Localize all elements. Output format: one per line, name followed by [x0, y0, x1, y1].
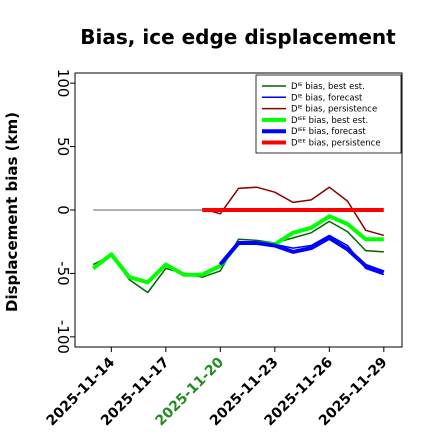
y-tick-label: 100	[54, 69, 72, 98]
y-tick-label: 50	[54, 137, 72, 156]
legend-label-6: Dᴵᴱᴱ bias, persistence	[291, 139, 381, 149]
legend-label-2: Dᴵᴱ bias, forecast	[291, 93, 363, 103]
y-tick-label: 0	[54, 205, 72, 215]
legend-label-1: Dᴵᴱ bias, best est.	[291, 82, 365, 92]
legend: Dᴵᴱ bias, best est.Dᴵᴱ bias, forecast Dᴵᴱ…	[255, 74, 402, 154]
y-ticks-group: 100 50 0 -50 -100	[54, 69, 75, 354]
y-axis-label: Displacement bias (km)	[3, 112, 21, 312]
legend-label-5: Dᴵᴱᴱ bias, forecast	[291, 127, 366, 137]
y-tick-label: -50	[54, 261, 72, 286]
chart-title: Bias, ice edge displacement	[80, 25, 396, 49]
x-ticks-group: 2025-11-142025-11-172025-11-202025-11-23…	[43, 347, 391, 429]
legend-label-4: Dᴵᴱᴱ bias, best est.	[291, 116, 368, 126]
legend-box	[255, 74, 402, 154]
series-line-1	[92, 220, 384, 294]
series-line-5	[218, 235, 385, 275]
legend-label-3: Dᴵᴱ bias, persistence	[291, 105, 377, 115]
series-group	[91, 186, 385, 294]
y-tick-label: -100	[54, 320, 72, 354]
